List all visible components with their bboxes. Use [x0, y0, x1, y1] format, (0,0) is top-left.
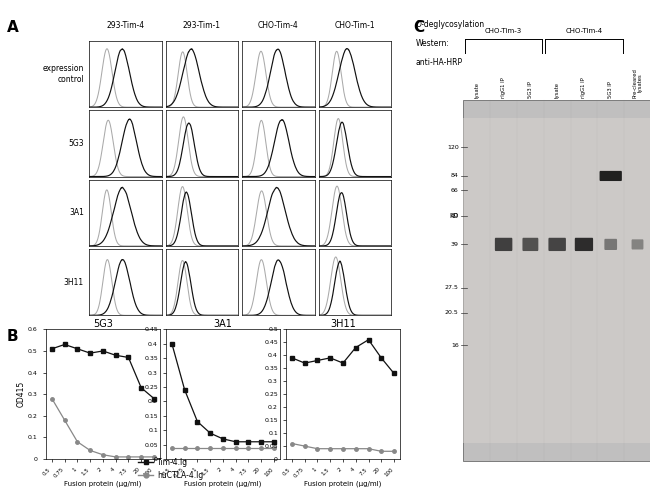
Text: rIgG1 IP: rIgG1 IP	[501, 77, 506, 98]
Text: 293-Tim-4: 293-Tim-4	[107, 21, 144, 30]
Title: 3A1: 3A1	[213, 318, 233, 328]
Text: 39: 39	[450, 242, 459, 247]
Text: 3H11: 3H11	[64, 277, 84, 286]
Text: CHO-Tim-3: CHO-Tim-3	[485, 28, 522, 34]
Text: 16: 16	[451, 343, 459, 348]
FancyBboxPatch shape	[604, 239, 617, 250]
Text: Pre-cleared
lysates: Pre-cleared lysates	[632, 68, 643, 98]
Y-axis label: OD415: OD415	[16, 381, 25, 407]
Text: kD: kD	[449, 213, 459, 219]
Title: 3H11: 3H11	[330, 318, 356, 328]
Text: 50: 50	[451, 213, 459, 218]
Title: 5G3: 5G3	[93, 318, 113, 328]
FancyBboxPatch shape	[495, 238, 512, 251]
Text: 293-Tim-1: 293-Tim-1	[183, 21, 221, 30]
Text: 3A1: 3A1	[69, 208, 84, 217]
Text: 5G3 IP: 5G3 IP	[528, 81, 533, 98]
X-axis label: Fusion protein (µg/ml): Fusion protein (µg/ml)	[184, 481, 262, 487]
Text: CHO-Tim-4: CHO-Tim-4	[566, 28, 603, 34]
Text: B: B	[6, 329, 18, 344]
Bar	[463, 100, 650, 461]
Text: 84: 84	[451, 174, 459, 179]
Text: rIgG1 IP: rIgG1 IP	[582, 77, 586, 98]
Bar	[463, 118, 650, 443]
FancyBboxPatch shape	[632, 240, 644, 250]
FancyBboxPatch shape	[549, 238, 566, 251]
Text: 27.5: 27.5	[445, 285, 459, 290]
Text: lysate: lysate	[554, 82, 560, 98]
Text: O-deglycosylation: O-deglycosylation	[416, 20, 485, 29]
FancyBboxPatch shape	[575, 238, 593, 251]
Text: 5G3: 5G3	[68, 139, 84, 148]
Text: 66: 66	[451, 188, 459, 193]
X-axis label: Fusion protein (µg/ml): Fusion protein (µg/ml)	[64, 481, 142, 487]
Text: CHO-Tim-4: CHO-Tim-4	[258, 21, 299, 30]
FancyBboxPatch shape	[599, 171, 622, 181]
Legend: Tim-4.Ig, huCTLA-4.Ig: Tim-4.Ig, huCTLA-4.Ig	[138, 458, 203, 480]
FancyBboxPatch shape	[523, 238, 538, 251]
Text: A: A	[6, 20, 18, 35]
Text: 20.5: 20.5	[445, 310, 459, 315]
Text: lysate: lysate	[474, 82, 479, 98]
X-axis label: Fusion protein (µg/ml): Fusion protein (µg/ml)	[304, 481, 382, 487]
Text: anti-HA-HRP: anti-HA-HRP	[416, 58, 463, 67]
Text: Western:: Western:	[416, 39, 450, 48]
Text: 5G3 IP: 5G3 IP	[608, 81, 613, 98]
Text: expression
control: expression control	[43, 64, 84, 84]
Text: C: C	[413, 20, 424, 35]
Text: 120: 120	[447, 145, 459, 150]
Text: CHO-Tim-1: CHO-Tim-1	[335, 21, 375, 30]
